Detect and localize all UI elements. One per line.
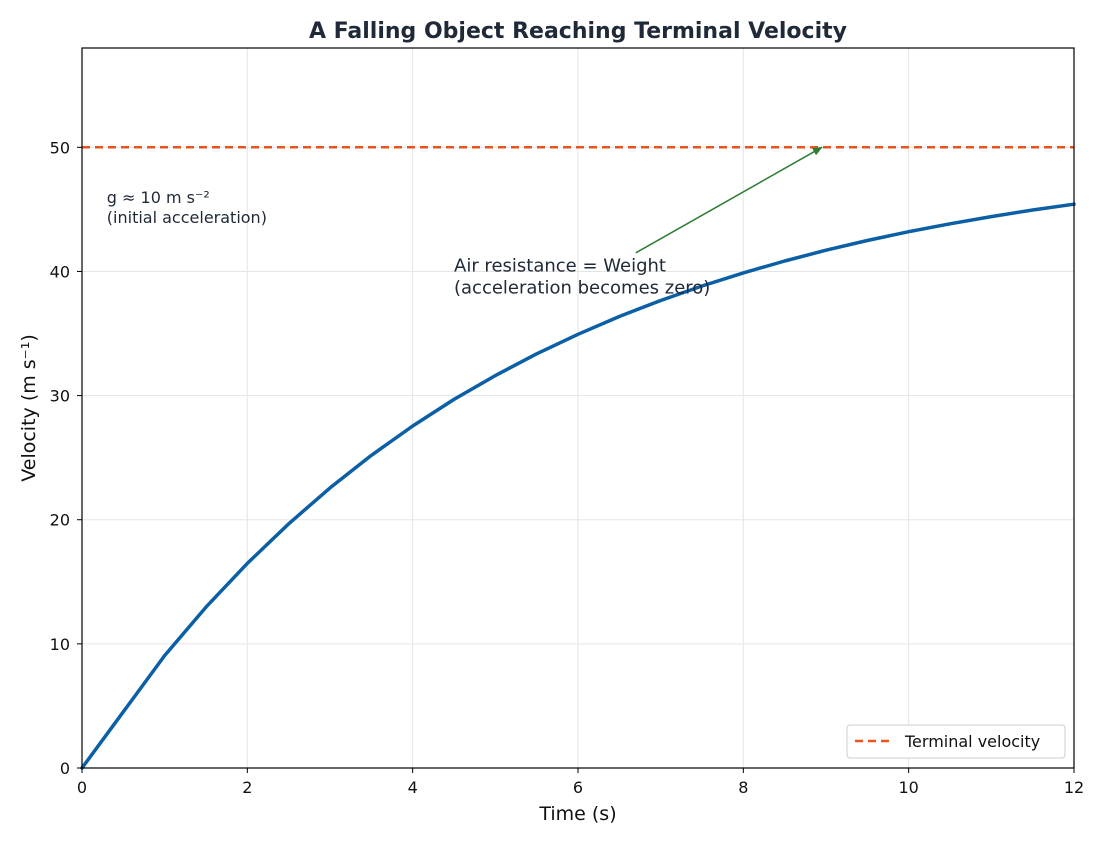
y-tick-label: 30 <box>50 387 70 406</box>
annotation-arrow <box>635 146 823 254</box>
x-tick-label: 10 <box>898 778 918 797</box>
x-axis-ticks: 0 2 4 6 8 10 12 <box>77 768 1084 797</box>
annotation-air-resistance: Air resistance = Weight <box>454 255 666 276</box>
legend-label-terminal-velocity: Terminal velocity <box>904 732 1040 751</box>
annotation-air-resistance: (acceleration becomes zero) <box>454 277 710 298</box>
x-axis-label: Time (s) <box>538 803 616 825</box>
legend: Terminal velocity <box>846 724 1066 759</box>
annotations: Air resistance = Weight(acceleration bec… <box>107 146 823 298</box>
series-line-velocity <box>80 202 1076 770</box>
annotation-initial-acceleration: g ≈ 10 m s⁻² <box>107 188 210 207</box>
annotation-initial-acceleration: (initial acceleration) <box>107 208 267 227</box>
y-tick-label: 10 <box>50 635 70 654</box>
y-tick-label: 20 <box>50 511 70 530</box>
y-tick-label: 50 <box>50 138 70 157</box>
legend-box <box>846 724 1066 759</box>
x-tick-label: 12 <box>1064 778 1084 797</box>
x-tick-label: 0 <box>77 778 87 797</box>
series-layer <box>80 146 1076 770</box>
x-tick-label: 2 <box>242 778 252 797</box>
y-tick-label: 40 <box>50 262 70 281</box>
y-axis-ticks: 0 10 20 30 40 50 <box>50 138 82 778</box>
y-axis-label: Velocity (m s⁻¹) <box>18 334 40 482</box>
y-tick-label: 0 <box>60 759 70 778</box>
x-tick-label: 8 <box>738 778 748 797</box>
x-tick-label: 4 <box>408 778 418 797</box>
x-tick-label: 6 <box>573 778 583 797</box>
grid <box>81 48 1075 769</box>
chart-title: A Falling Object Reaching Terminal Veloc… <box>309 19 847 44</box>
